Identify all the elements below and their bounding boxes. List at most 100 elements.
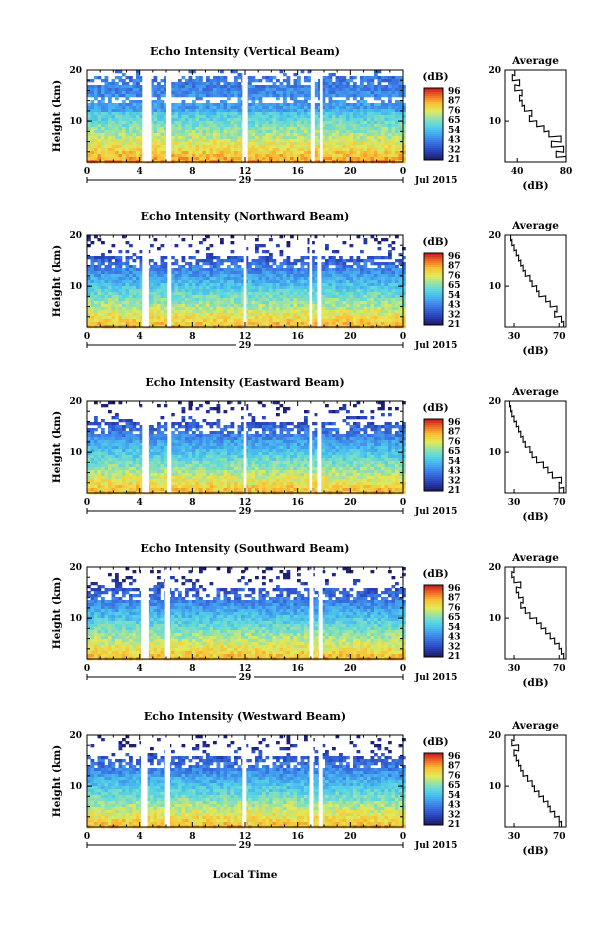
colorbar-tick: 54 [448, 126, 461, 136]
data-gap-3 [243, 401, 247, 493]
avg-y-tick-label: 10 [488, 782, 501, 792]
avg-y-tick-label: 20 [488, 231, 501, 241]
y-tick-label: 10 [69, 614, 82, 624]
colorbar-unit: (dB) [422, 71, 448, 83]
x-tick-label: 0 [84, 664, 90, 674]
x-tick-label: 16 [291, 832, 304, 842]
y-axis-label: Height (km) [51, 245, 63, 317]
colorbar-unit: (dB) [422, 402, 448, 414]
average-frame [504, 69, 567, 163]
average-profile: Average 10 20 30 70 (dB) [488, 386, 567, 523]
x-tick-label: 12 [239, 167, 252, 177]
y-tick-label: 10 [69, 448, 82, 458]
data-gap-3 [242, 735, 247, 827]
y-tick-label: 20 [69, 563, 82, 573]
colorbar-tick: 96 [448, 418, 461, 428]
avg-x-tick-label: 30 [508, 332, 521, 342]
y-tick-label: 20 [69, 731, 82, 741]
average-profile: Average 10 20 30 70 (dB) [488, 720, 567, 857]
colorbar [423, 584, 444, 658]
y-tick-label: 20 [69, 66, 82, 76]
x-tick-label: 20 [344, 167, 357, 177]
colorbar-tick: 21 [448, 820, 461, 830]
average-xlabel: (dB) [522, 180, 548, 192]
colorbar-tick: 43 [448, 633, 461, 643]
x-tick-label: 8 [189, 498, 195, 508]
colorbar-tick: 54 [448, 457, 461, 467]
average-title: Average [511, 55, 559, 67]
avg-y-tick-label: 20 [488, 66, 501, 76]
avg-x-tick-label: 40 [511, 167, 524, 177]
data-gap-1 [142, 235, 149, 327]
x-tick-label: 8 [189, 167, 195, 177]
panel-2: Echo Intensity (Northward Beam) 10 20 Heigh… [51, 210, 567, 357]
day-label: 29 [239, 176, 252, 186]
colorbar-tick: 32 [448, 642, 461, 652]
data-gap-4 [309, 401, 313, 493]
heatmap [87, 567, 406, 661]
x-tick-label: 20 [344, 832, 357, 842]
x-tick-label: 16 [291, 664, 304, 674]
colorbar-tick: 96 [448, 87, 461, 97]
colorbar-tick: 96 [448, 252, 461, 262]
colorbar-tick: 87 [448, 428, 461, 438]
x-tick-label: 12 [239, 498, 252, 508]
average-line [511, 734, 563, 828]
x-tick-label: 16 [291, 167, 304, 177]
y-axis-label: Height (km) [51, 411, 63, 483]
colorbar-frame [423, 418, 444, 492]
x-tick-label: 16 [291, 498, 304, 508]
x-tick-label: 16 [291, 332, 304, 342]
colorbar-tick: 65 [448, 116, 461, 126]
average-line [511, 566, 565, 660]
data-gap-1 [140, 735, 148, 827]
x-tick-label: 0 [400, 498, 406, 508]
colorbar-tick: 32 [448, 145, 461, 155]
data-gap-1 [142, 401, 149, 493]
colorbar-tick: 87 [448, 262, 461, 272]
y-axis-label: Height (km) [51, 745, 63, 817]
data-gap-5 [320, 70, 323, 162]
x-axis-label: Local Time [213, 869, 278, 881]
avg-y-tick-label: 20 [488, 731, 501, 741]
data-gap-3 [309, 567, 314, 659]
colorbar-frame [423, 584, 444, 658]
heatmap [87, 735, 406, 829]
panel-4: Echo Intensity (Southward Beam) 10 20 Heigh… [51, 542, 567, 689]
colorbar-tick: 76 [448, 437, 461, 447]
data-gap-5 [317, 235, 322, 327]
data-gap-2 [167, 401, 172, 493]
x-tick-label: 12 [239, 832, 252, 842]
colorbar-tick: 65 [448, 781, 461, 791]
data-gap-2 [166, 70, 172, 162]
x-tick-label: 0 [84, 832, 90, 842]
x-tick-label: 4 [137, 332, 143, 342]
x-tick-label: 0 [84, 332, 90, 342]
average-frame [504, 734, 567, 828]
data-gap-4 [309, 735, 314, 827]
colorbar-tick: 21 [448, 652, 461, 662]
panel-1: Echo Intensity (Vertical Beam) 10 20 Height… [51, 45, 572, 192]
x-tick-label: 20 [344, 498, 357, 508]
colorbar-tick: 76 [448, 271, 461, 281]
panel-5: Echo Intensity (Westward Beam) 10 20 Height… [51, 710, 567, 857]
colorbar-tick: 87 [448, 762, 461, 772]
average-line [508, 400, 565, 494]
date-label: Jul 2015 [414, 341, 457, 351]
data-gap-3 [243, 235, 247, 327]
colorbar-tick: 43 [448, 136, 461, 146]
average-title: Average [511, 386, 559, 398]
colorbar-unit: (dB) [422, 236, 448, 248]
x-tick-label: 0 [400, 832, 406, 842]
colorbar-frame [423, 752, 444, 826]
y-tick-label: 10 [69, 117, 82, 127]
colorbar [423, 418, 444, 492]
average-xlabel: (dB) [522, 511, 548, 523]
average-title: Average [511, 720, 559, 732]
panel-title: Echo Intensity (Northward Beam) [141, 210, 350, 223]
avg-x-tick-label: 30 [508, 832, 521, 842]
colorbar-tick: 32 [448, 310, 461, 320]
y-tick-label: 10 [69, 282, 82, 292]
x-tick-label: 12 [239, 332, 252, 342]
